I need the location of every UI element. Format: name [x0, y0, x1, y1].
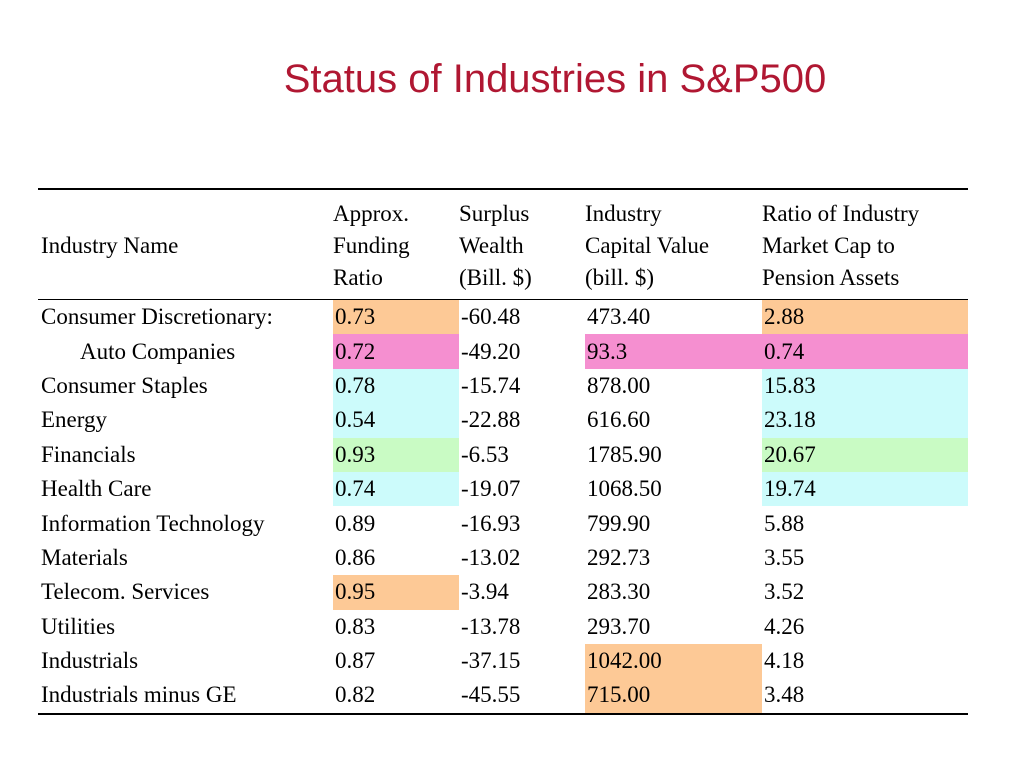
funding-ratio-cell: 0.72 — [333, 334, 459, 369]
table-row: Telecom. Services 0.95 -3.94 283.30 3.52 — [38, 575, 968, 610]
industry-table: Industry Name Approx. Funding Ratio Surp… — [38, 188, 968, 715]
market-cap-ratio-cell: 15.83 — [762, 368, 968, 404]
table-row: Utilities 0.83 -13.78 293.70 4.26 — [38, 610, 968, 644]
capital-value-cell: 293.70 — [587, 613, 651, 639]
surplus-wealth-cell: -45.55 — [461, 682, 521, 708]
capital-value-cell: 283.30 — [587, 579, 651, 605]
market-cap-ratio-cell: 3.48 — [764, 682, 805, 708]
industry-name-cell: Industrials — [41, 648, 139, 674]
industry-name-cell: Materials — [41, 544, 128, 570]
funding-ratio-cell: 0.54 — [333, 403, 459, 438]
surplus-wealth-cell: -60.48 — [461, 304, 521, 330]
funding-ratio-cell: 0.89 — [335, 510, 376, 536]
capital-value-cell: 1068.50 — [587, 476, 662, 502]
surplus-wealth-cell: -15.74 — [461, 372, 521, 398]
header-line: (bill. $) — [585, 265, 654, 290]
industry-name-cell: Health Care — [41, 476, 152, 502]
surplus-wealth-cell: -13.02 — [461, 544, 521, 570]
market-cap-ratio-cell: 3.55 — [764, 544, 805, 570]
funding-ratio-cell: 0.74 — [333, 471, 459, 507]
table-row: Industrials minus GE 0.82 -45.55 715.00 3.48 — [38, 678, 968, 714]
capital-value-cell: 473.40 — [587, 304, 651, 330]
surplus-wealth-cell: -49.20 — [461, 338, 521, 364]
capital-value-cell: 292.73 — [587, 544, 651, 570]
table-row: Information Technology 0.89 -16.93 799.90 5.… — [38, 506, 968, 540]
industry-name-cell: Consumer Discretionary: — [41, 304, 273, 330]
header-funding-ratio: Approx. Funding Ratio — [333, 189, 459, 300]
market-cap-ratio-cell: 20.67 — [762, 437, 968, 472]
funding-ratio-cell: 0.73 — [333, 299, 459, 335]
industry-name-cell: Auto Companies — [80, 338, 236, 364]
surplus-wealth-cell: -16.93 — [461, 510, 521, 536]
header-line: Approx. — [333, 201, 410, 226]
surplus-wealth-cell: -6.53 — [461, 441, 509, 467]
table-row: Auto Companies 0.72 -49.20 93.3 0.74 — [38, 334, 968, 369]
industry-name-cell: Information Technology — [41, 510, 265, 536]
surplus-wealth-cell: -13.78 — [461, 613, 521, 639]
surplus-wealth-cell: -37.15 — [461, 648, 521, 674]
header-line: Funding — [333, 233, 410, 258]
industry-table-container: Industry Name Approx. Funding Ratio Surp… — [38, 188, 968, 715]
table-row: Health Care 0.74 -19.07 1068.50 19.74 — [38, 471, 968, 507]
funding-ratio-cell: 0.78 — [333, 368, 459, 404]
table-row: Consumer Discretionary: 0.73 -60.48 473.40 2… — [38, 299, 968, 335]
market-cap-ratio-cell: 0.74 — [762, 334, 968, 369]
surplus-wealth-cell: -3.94 — [461, 579, 509, 605]
table-row: Financials 0.93 -6.53 1785.90 20.67 — [38, 437, 968, 472]
header-line: Industry — [585, 201, 662, 226]
funding-ratio-cell: 0.86 — [335, 544, 376, 570]
funding-ratio-cell: 0.93 — [333, 437, 459, 472]
header-market-cap-ratio: Ratio of Industry Market Cap to Pension … — [762, 189, 968, 300]
market-cap-ratio-cell: 23.18 — [762, 403, 968, 438]
table-row: Consumer Staples 0.78 -15.74 878.00 15.83 — [38, 368, 968, 404]
industry-name-cell: Industrials minus GE — [41, 682, 237, 708]
capital-value-cell: 616.60 — [587, 407, 651, 433]
header-line: Wealth — [459, 233, 524, 258]
header-line: Industry Name — [41, 233, 179, 258]
industry-name-cell: Consumer Staples — [41, 372, 208, 398]
table-row: Energy 0.54 -22.88 616.60 23.18 — [38, 403, 968, 438]
table-header: Industry Name Approx. Funding Ratio Surp… — [38, 189, 968, 300]
capital-value-cell: 715.00 — [585, 678, 762, 714]
funding-ratio-cell: 0.87 — [335, 648, 376, 674]
capital-value-cell: 1042.00 — [585, 643, 762, 679]
market-cap-ratio-cell: 2.88 — [762, 299, 968, 335]
header-line: (Bill. $) — [459, 265, 532, 290]
capital-value-cell: 93.3 — [585, 334, 762, 369]
table-body: Consumer Discretionary: 0.73 -60.48 473.40 2… — [38, 299, 968, 714]
slide-title: Status of Industries in S&P500 — [283, 57, 827, 101]
market-cap-ratio-cell: 3.52 — [764, 579, 805, 605]
header-capital-value: Industry Capital Value (bill. $) — [585, 189, 762, 300]
surplus-wealth-cell: -22.88 — [461, 407, 521, 433]
header-line: Ratio — [333, 265, 383, 290]
industry-name-cell: Financials — [41, 441, 136, 467]
market-cap-ratio-cell: 5.88 — [764, 510, 805, 536]
header-surplus-wealth: Surplus Wealth (Bill. $) — [459, 189, 585, 300]
market-cap-ratio-cell: 4.18 — [764, 648, 805, 674]
surplus-wealth-cell: -19.07 — [461, 476, 521, 502]
market-cap-ratio-cell: 19.74 — [762, 471, 968, 507]
table-row: Materials 0.86 -13.02 292.73 3.55 — [38, 541, 968, 575]
header-line: Ratio of Industry — [762, 201, 920, 226]
market-cap-ratio-cell: 4.26 — [764, 613, 805, 639]
header-line: Capital Value — [585, 233, 710, 258]
capital-value-cell: 799.90 — [587, 510, 651, 536]
funding-ratio-cell: 0.83 — [335, 613, 376, 639]
header-industry-name: Industry Name — [38, 189, 333, 300]
header-line: Surplus — [459, 201, 530, 226]
funding-ratio-cell: 0.82 — [335, 682, 376, 708]
capital-value-cell: 878.00 — [587, 372, 651, 398]
table-row: Industrials 0.87 -37.15 1042.00 4.18 — [38, 643, 968, 679]
header-line: Pension Assets — [762, 265, 900, 290]
industry-name-cell: Energy — [41, 407, 108, 433]
header-line: Market Cap to — [762, 233, 895, 258]
industry-name-cell: Utilities — [41, 613, 116, 639]
capital-value-cell: 1785.90 — [587, 441, 662, 467]
industry-name-cell: Telecom. Services — [41, 579, 210, 605]
funding-ratio-cell: 0.95 — [333, 575, 459, 610]
header-row: Industry Name Approx. Funding Ratio Surp… — [38, 189, 968, 300]
